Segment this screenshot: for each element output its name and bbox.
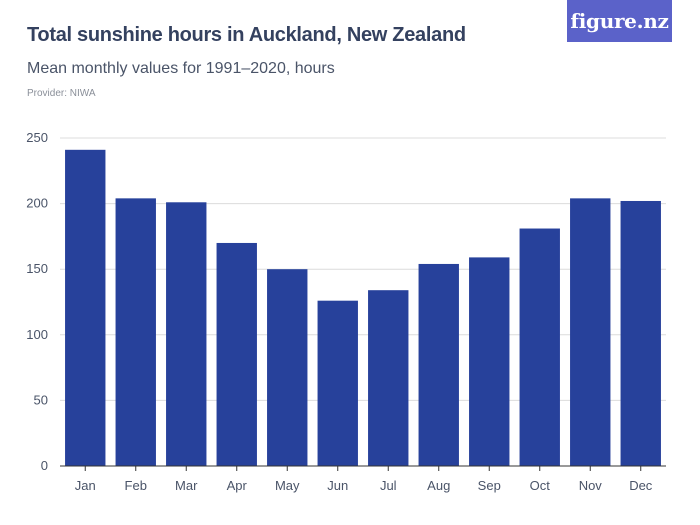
axes	[60, 465, 666, 471]
bar-oct[interactable]	[519, 228, 560, 466]
x-tick-label: Jul	[380, 478, 397, 493]
x-tick-label: Aug	[427, 478, 450, 493]
bar-jul[interactable]	[368, 290, 409, 466]
bar-jan[interactable]	[65, 149, 106, 467]
bar-feb[interactable]	[115, 198, 156, 467]
x-tick-label: Oct	[530, 478, 551, 493]
bar-mar[interactable]	[166, 202, 207, 466]
y-tick-label: 250	[26, 130, 48, 145]
bar-aug[interactable]	[418, 263, 459, 466]
bar-sep[interactable]	[469, 257, 510, 466]
figure-nz-logo[interactable]: figure.nz	[567, 0, 672, 42]
x-tick-label: Jun	[327, 478, 348, 493]
y-tick-label: 200	[26, 196, 48, 211]
bars	[65, 149, 661, 467]
axis-labels: 0 50 100 150 200 250 Jan Feb Mar Apr May Jun Jul Aug S…	[26, 130, 653, 493]
bar-nov[interactable]	[570, 198, 611, 467]
grid-lines	[60, 137, 666, 401]
x-tick-label: Dec	[629, 478, 653, 493]
data-provider: Provider: NIWA	[27, 88, 96, 99]
x-tick-label: Sep	[478, 478, 501, 493]
x-tick-label: Jan	[75, 478, 96, 493]
x-tick-label: Nov	[579, 478, 603, 493]
bar-apr[interactable]	[216, 242, 257, 466]
x-tick-label: May	[275, 478, 300, 493]
bar-may[interactable]	[267, 269, 308, 466]
chart-subtitle: Mean monthly values for 1991–2020, hours	[27, 60, 335, 77]
x-tick-label: Feb	[125, 478, 147, 493]
y-tick-label: 0	[41, 458, 48, 473]
x-tick-label: Mar	[175, 478, 198, 493]
bar-dec[interactable]	[620, 200, 661, 466]
bar-jun[interactable]	[317, 300, 358, 466]
y-tick-label: 150	[26, 261, 48, 276]
x-tick-label: Apr	[227, 478, 248, 493]
y-tick-label: 50	[34, 392, 48, 407]
chart-title: Total sunshine hours in Auckland, New Ze…	[27, 24, 466, 46]
y-tick-label: 100	[26, 327, 48, 342]
